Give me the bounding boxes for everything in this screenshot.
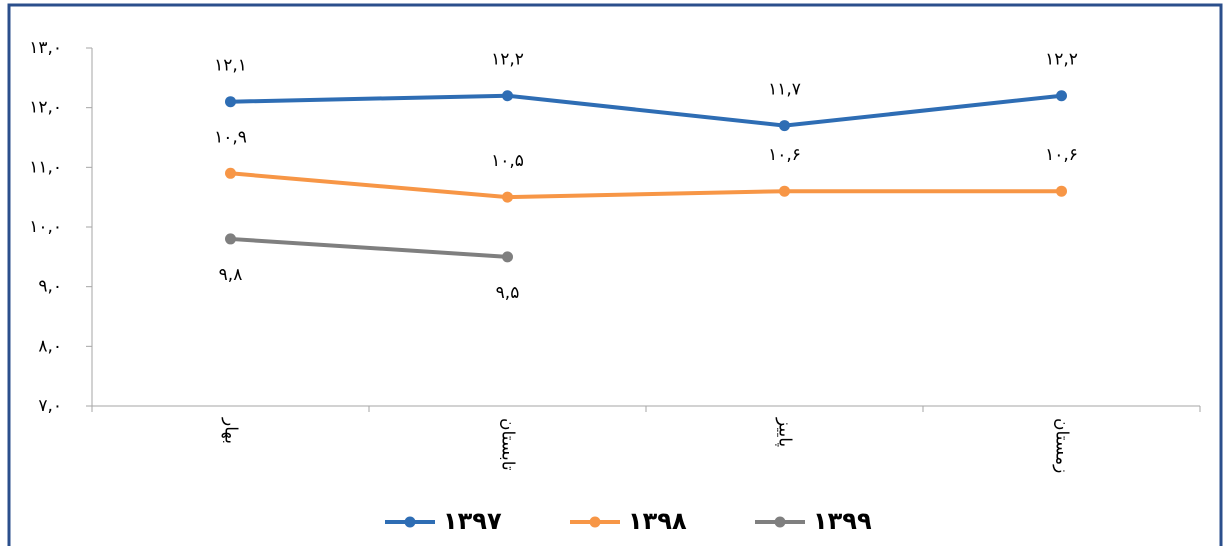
legend-marker <box>404 516 416 528</box>
data-label: ۹,۵ <box>496 283 520 303</box>
point <box>779 185 790 197</box>
x-tick-label: بهار <box>221 417 241 444</box>
series-line <box>230 236 508 259</box>
point <box>502 90 513 102</box>
x-tick-label: پاییز <box>775 417 795 447</box>
point <box>225 233 236 245</box>
legend-marker <box>589 516 601 528</box>
y-tick-label: ۹,۰ <box>38 277 62 297</box>
point <box>225 167 236 179</box>
point <box>502 251 513 263</box>
point <box>502 191 513 203</box>
legend-label: ۱۳۹۷ <box>443 507 502 535</box>
legend-label: ۱۳۹۹ <box>813 507 872 535</box>
legend-marker <box>774 516 786 528</box>
data-label: ۱۲,۲ <box>491 50 524 70</box>
y-tick-label: ۷,۰ <box>38 396 62 416</box>
y-tick-label: ۱۳,۰ <box>29 38 62 58</box>
data-label: ۹,۸ <box>219 265 243 285</box>
series-line <box>230 171 1062 200</box>
y-tick-label: ۱۱,۰ <box>29 157 62 177</box>
data-label: ۱۰,۶ <box>1045 145 1078 165</box>
frame <box>7 3 1223 546</box>
data-label: ۱۲,۲ <box>1045 50 1078 70</box>
y-tick-label: ۸,۰ <box>38 336 62 356</box>
point <box>1056 90 1067 102</box>
series-line <box>230 93 1062 128</box>
y-tick-label: ۱۰,۰ <box>29 217 62 237</box>
point <box>1056 185 1067 197</box>
point <box>225 96 236 108</box>
data-label: ۱۲,۱ <box>214 56 247 76</box>
data-label: ۱۱,۷ <box>768 80 801 100</box>
legend-label: ۱۳۹۸ <box>628 507 687 535</box>
data-label: ۱۰,۹ <box>214 127 247 147</box>
x-tick-label: تابستان <box>498 418 518 471</box>
data-label: ۱۰,۶ <box>768 145 801 165</box>
data-label: ۱۰,۵ <box>491 151 524 171</box>
x-tick-label: زمستان <box>1052 418 1072 473</box>
point <box>779 120 790 132</box>
y-tick-label: ۱۲,۰ <box>29 98 62 118</box>
